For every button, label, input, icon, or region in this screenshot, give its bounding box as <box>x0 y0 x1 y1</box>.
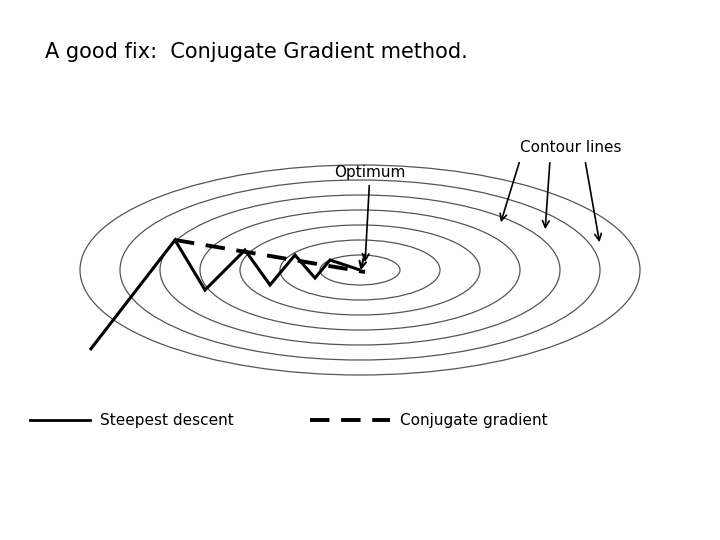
Text: Optimum: Optimum <box>334 165 405 260</box>
Text: Steepest descent: Steepest descent <box>100 413 234 428</box>
Text: A good fix:  Conjugate Gradient method.: A good fix: Conjugate Gradient method. <box>45 42 468 62</box>
Text: Contour lines: Contour lines <box>520 140 621 155</box>
Text: Conjugate gradient: Conjugate gradient <box>400 413 548 428</box>
